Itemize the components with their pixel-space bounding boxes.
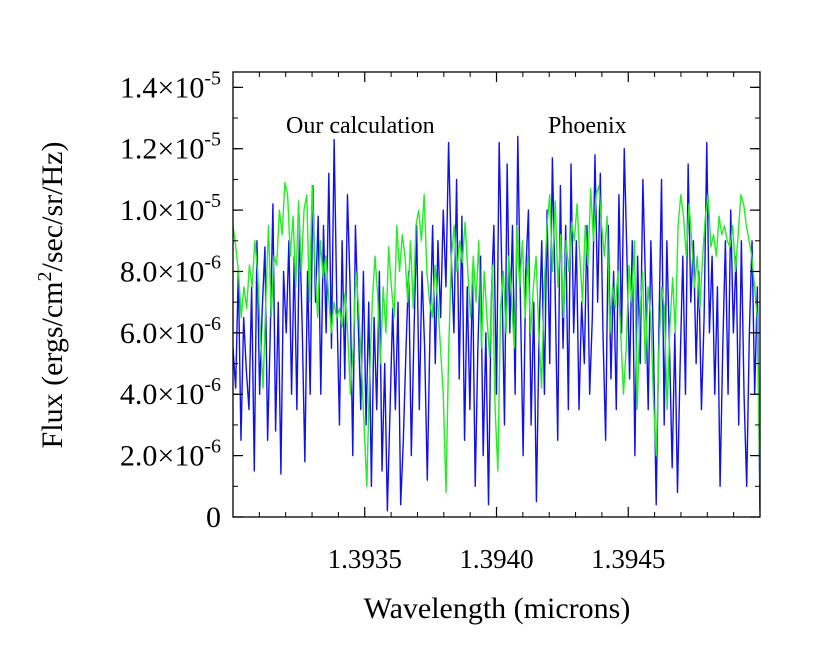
y-axis-ticks: 0 2.0×10-6 4.0×10-6 6.0×10-6 8.0×10-6 1.0×10-…	[120, 67, 760, 534]
y-tick-label: 0	[206, 501, 221, 534]
y-tick-label: 8.0×10-6	[120, 251, 221, 288]
series-layer	[233, 135, 760, 512]
y-tick-label: 1.0×10-5	[120, 190, 221, 227]
x-axis-title: Wavelength (microns)	[364, 592, 631, 625]
legend-phoenix: Phoenix	[548, 113, 627, 139]
series-line-our-calculation	[233, 135, 760, 512]
x-tick-label: 1.3940	[459, 544, 533, 574]
series-line-phoenix	[233, 181, 760, 494]
legend-our-calculation: Our calculation	[286, 113, 435, 139]
x-tick-label: 1.3945	[591, 544, 665, 574]
y-tick-label: 1.4×10-5	[120, 67, 221, 104]
y-tick-label: 1.2×10-5	[120, 129, 221, 166]
x-tick-label: 1.3935	[328, 544, 402, 574]
y-tick-label: 4.0×10-6	[120, 374, 221, 411]
y-axis-title: Flux (ergs/cm2/sec/sr/Hz)	[34, 142, 69, 449]
x-axis-ticks: 1.3935 1.3940 1.3945	[258, 72, 735, 574]
y-tick-label: 2.0×10-6	[120, 436, 221, 473]
y-tick-label: 6.0×10-6	[120, 313, 221, 350]
